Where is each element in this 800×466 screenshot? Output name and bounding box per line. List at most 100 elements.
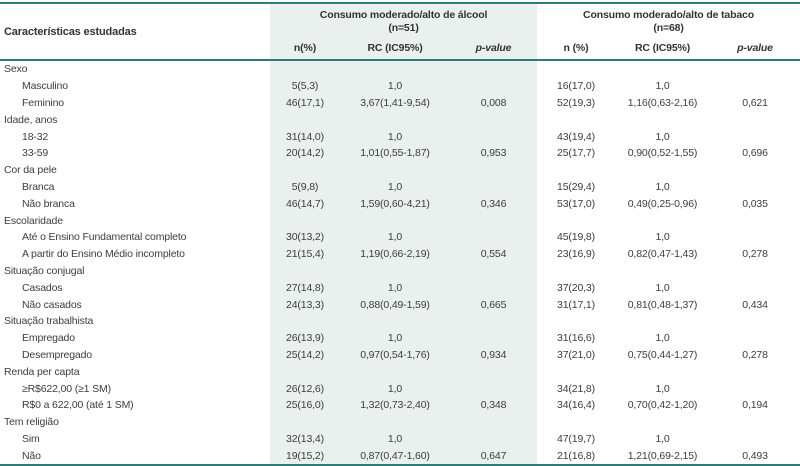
group-title-tobacco: Consumo moderado/alto de tabaco — [583, 9, 754, 21]
cell-characteristic: Até o Ensino Fundamental completo — [22, 231, 187, 244]
cell-tobacco-n — [537, 414, 615, 431]
subheader-row: n(%) RC (IC95%) p-value n (%) RC (IC95%)… — [0, 37, 800, 60]
cell-alcohol-n — [270, 262, 340, 280]
cell-characteristic: Empregado — [22, 332, 75, 345]
table-row: Idade, anos — [0, 111, 800, 129]
cell-tobacco-rc: 1,0 — [655, 80, 670, 93]
cell-tobacco-pvalue — [710, 229, 800, 246]
table-row: Feminino 46(17,1) 3,67(1,41-9,54) 0,008 … — [0, 94, 800, 112]
cell-tobacco-pvalue — [710, 263, 800, 280]
cell-alcohol-pvalue — [450, 413, 538, 431]
cell-tobacco-n: 43(19,4) — [557, 130, 595, 143]
cell-alcohol-rc: 1,19(0,66-2,19) — [340, 245, 450, 263]
col-header-alcohol-rc: RC (IC95%) — [340, 37, 450, 60]
cell-alcohol-rc: 0,88(0,49-1,59) — [340, 296, 450, 313]
cell-alcohol-rc: 0,87(0,47-1,60) — [340, 447, 450, 466]
cell-alcohol-n: 32(13,4) — [270, 430, 340, 448]
table-row: Masculino 5(5,3) 1,0 16(17,0) 1,0 — [0, 77, 800, 95]
cell-tobacco-pvalue — [710, 111, 800, 128]
cell-characteristic: Tem religião — [4, 416, 59, 429]
table-row: Até o Ensino Fundamental completo 30(13,… — [0, 228, 800, 246]
cell-tobacco-rc: 1,21(0,69-2,15) — [627, 449, 698, 462]
cell-alcohol-pvalue — [450, 228, 538, 246]
cell-alcohol-rc: 1,0 — [340, 279, 450, 297]
table-row: R$0 a 622,00 (até 1 SM) 25(16,0) 1,32(0,… — [0, 396, 800, 414]
group-title-alcohol: Consumo moderado/alto de álcool — [319, 9, 488, 21]
cell-tobacco-n: 47(19,7) — [557, 432, 595, 445]
col-header-alcohol-n: n(%) — [270, 37, 340, 60]
cell-alcohol-pvalue — [450, 111, 538, 129]
cell-tobacco-pvalue: 0,278 — [742, 348, 768, 361]
cell-alcohol-rc: 1,0 — [340, 178, 450, 196]
cell-tobacco-n: 34(16,4) — [557, 399, 595, 412]
cell-tobacco-pvalue — [710, 78, 800, 95]
table-row: Situação trabalhista — [0, 312, 800, 330]
cell-tobacco-n: 37(20,3) — [557, 281, 595, 294]
table-body: Sexo Masculino 5(5,3) 1,0 16(17,0) 1,0 F… — [0, 60, 800, 466]
cell-alcohol-n — [270, 312, 340, 330]
cell-characteristic: Situação trabalhista — [4, 315, 94, 328]
cell-alcohol-pvalue: 0,348 — [450, 396, 538, 414]
cell-tobacco-pvalue: 0,493 — [742, 449, 768, 462]
cell-characteristic: Renda per capta — [4, 365, 80, 378]
cell-tobacco-rc — [615, 313, 710, 330]
cell-tobacco-rc — [615, 263, 710, 280]
table-row: Empregado 26(13,9) 1,0 31(16,6) 1,0 — [0, 329, 800, 347]
cell-tobacco-rc — [615, 111, 710, 128]
cell-alcohol-n — [270, 111, 340, 129]
cell-tobacco-n — [537, 60, 615, 78]
cell-tobacco-n — [537, 212, 615, 229]
cell-tobacco-n: 37(21,0) — [557, 348, 595, 361]
cell-alcohol-n: 46(17,1) — [270, 94, 340, 112]
table-row: Não branca 46(14,7) 1,59(0,60-4,21) 0,34… — [0, 195, 800, 213]
cell-tobacco-rc: 0,81(0,48-1,37) — [627, 298, 698, 311]
cell-alcohol-rc — [340, 312, 450, 330]
cell-tobacco-pvalue — [710, 414, 800, 431]
cell-alcohol-pvalue — [450, 312, 538, 330]
cell-tobacco-pvalue — [710, 179, 800, 196]
cell-tobacco-n: 45(19,8) — [557, 231, 595, 244]
cell-tobacco-n: 23(16,9) — [557, 248, 595, 261]
cell-alcohol-rc — [340, 413, 450, 431]
cell-alcohol-rc: 3,67(1,41-9,54) — [340, 94, 450, 112]
cell-alcohol-pvalue — [450, 380, 538, 397]
cell-alcohol-pvalue — [450, 128, 538, 145]
cell-tobacco-n: 31(16,6) — [557, 332, 595, 345]
cell-alcohol-n: 25(14,2) — [270, 346, 340, 364]
cell-tobacco-rc: 1,0 — [655, 281, 670, 294]
cell-alcohol-n: 20(14,2) — [270, 144, 340, 162]
cell-alcohol-rc — [340, 363, 450, 381]
cell-tobacco-pvalue — [710, 128, 800, 145]
group-header-row: Características estudadas Consumo modera… — [0, 3, 800, 38]
cell-alcohol-rc — [340, 161, 450, 179]
table-row: Tem religião — [0, 413, 800, 431]
cell-tobacco-n — [537, 111, 615, 128]
cell-alcohol-rc: 1,59(0,60-4,21) — [340, 195, 450, 213]
cell-tobacco-rc — [615, 363, 710, 380]
cell-alcohol-n: 30(13,2) — [270, 228, 340, 246]
cell-alcohol-rc: 1,01(0,55-1,87) — [340, 144, 450, 162]
cell-tobacco-rc — [615, 60, 710, 78]
cell-characteristic: Não branca — [22, 197, 75, 210]
cell-tobacco-n: 25(17,7) — [557, 147, 595, 160]
table-row: Escolaridade — [0, 212, 800, 229]
table-row: A partir do Ensino Médio incompleto 21(1… — [0, 245, 800, 263]
cell-alcohol-n: 26(13,9) — [270, 329, 340, 347]
cell-characteristic: ≥R$622,00 (≥1 SM) — [22, 382, 111, 395]
cell-tobacco-rc — [615, 162, 710, 179]
cell-tobacco-pvalue — [710, 60, 800, 78]
cell-characteristic: 18-32 — [22, 130, 49, 143]
cell-tobacco-pvalue: 0,434 — [742, 298, 768, 311]
cell-tobacco-n — [537, 363, 615, 380]
cell-alcohol-pvalue: 0,953 — [450, 144, 538, 162]
cell-alcohol-rc: 1,0 — [340, 77, 450, 95]
cell-alcohol-n: 5(5,3) — [270, 77, 340, 95]
cell-tobacco-pvalue: 0,621 — [742, 96, 768, 109]
col-header-alcohol-pvalue: p-value — [450, 37, 538, 60]
cell-tobacco-pvalue — [710, 431, 800, 448]
cell-tobacco-rc — [615, 212, 710, 229]
cell-characteristic: Idade, anos — [4, 113, 58, 126]
cell-alcohol-pvalue — [450, 77, 538, 95]
table-header: Características estudadas Consumo modera… — [0, 3, 800, 60]
